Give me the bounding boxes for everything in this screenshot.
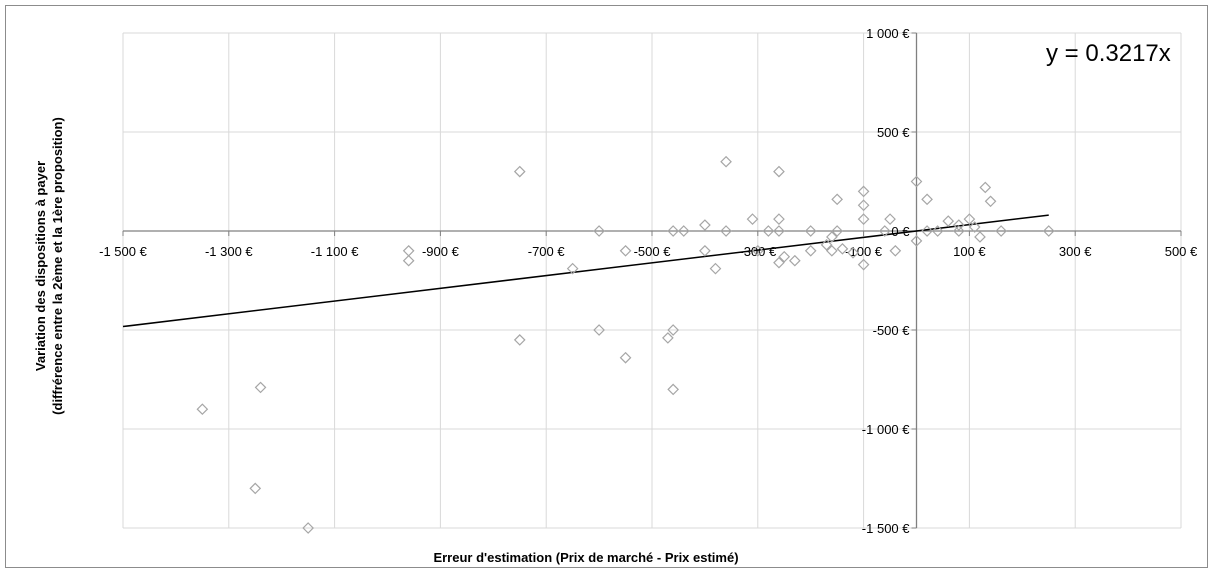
data-point xyxy=(1042,225,1055,237)
data-point xyxy=(963,213,976,225)
data-point xyxy=(773,225,785,237)
x-tick-labels: -1 500 € -1 300 € -1 100 € -900 € -700 € -500… xyxy=(99,244,1198,259)
x-tick-label: 500 € xyxy=(1165,244,1198,259)
y-tick-label: -1 500 € xyxy=(862,521,910,536)
data-point xyxy=(720,225,732,237)
data-point xyxy=(773,213,785,225)
data-point xyxy=(762,225,775,237)
x-tick-label: -100 € xyxy=(845,244,883,259)
x-tick-label: -300 € xyxy=(739,244,777,259)
data-point xyxy=(513,165,526,178)
data-point xyxy=(662,332,674,344)
data-point xyxy=(910,175,923,188)
data-point xyxy=(889,244,902,257)
data-point xyxy=(826,231,838,243)
data-point xyxy=(788,254,801,267)
data-point xyxy=(857,199,870,212)
y-tick-label: 500 € xyxy=(877,125,910,140)
data-point xyxy=(910,235,923,247)
data-point xyxy=(847,246,859,259)
data-point xyxy=(773,256,785,269)
data-point xyxy=(921,225,933,237)
data-point xyxy=(667,324,680,336)
data-point xyxy=(968,221,981,233)
data-point xyxy=(773,165,785,178)
data-point xyxy=(249,482,262,495)
x-tick-label: 300 € xyxy=(1059,244,1092,259)
y-axis-title-line-1: Variation des dispositions à payer xyxy=(33,161,48,371)
x-tick-label: -1 100 € xyxy=(311,244,359,259)
data-point xyxy=(720,155,732,168)
data-point xyxy=(402,254,415,267)
x-axis-title: Erreur d'estimation (Prix de marché - Pr… xyxy=(433,550,738,565)
x-tick-label: -1 500 € xyxy=(99,244,147,259)
data-point xyxy=(857,213,870,225)
data-point xyxy=(619,244,632,257)
data-point xyxy=(196,403,209,416)
data-point xyxy=(995,225,1007,237)
data-point xyxy=(831,193,843,206)
data-point xyxy=(857,258,870,271)
y-tick-labels: 1 000 € 500 € 0 € -500 € -1 000 € -1 500 € xyxy=(862,26,910,536)
data-point xyxy=(746,213,759,225)
data-point xyxy=(751,244,764,257)
y-tick-label: 0 € xyxy=(891,224,910,239)
x-tick-label: 100 € xyxy=(953,244,986,259)
data-point xyxy=(254,381,267,394)
x-tick-label: -1 300 € xyxy=(205,244,253,259)
data-point xyxy=(619,351,632,364)
data-point xyxy=(667,383,680,396)
data-points xyxy=(196,155,1055,534)
data-point xyxy=(884,213,896,225)
data-point xyxy=(931,225,944,237)
data-point xyxy=(513,334,526,346)
data-point xyxy=(778,250,791,263)
data-point xyxy=(709,262,722,275)
data-point xyxy=(952,219,965,231)
y-tick-label: -1 000 € xyxy=(862,422,910,437)
data-point xyxy=(593,324,605,336)
data-point xyxy=(984,195,997,208)
data-point xyxy=(804,225,817,237)
trendline xyxy=(122,214,1049,328)
x-tick-label: -700 € xyxy=(528,244,566,259)
data-point xyxy=(826,244,838,257)
data-point xyxy=(878,225,891,237)
data-point xyxy=(836,242,849,255)
data-point xyxy=(921,193,933,206)
y-tick-label: 1 000 € xyxy=(866,26,910,41)
data-point xyxy=(699,219,711,231)
gridlines xyxy=(122,32,1182,529)
data-point xyxy=(820,239,833,251)
data-point xyxy=(566,262,579,275)
data-point xyxy=(593,225,605,237)
y-tick-label: -500 € xyxy=(873,323,911,338)
chart-frame: -1 500 € -1 300 € -1 100 € -900 € -700 € -500… xyxy=(5,5,1208,568)
axes xyxy=(122,32,1182,529)
data-point xyxy=(677,225,690,237)
data-point xyxy=(942,215,955,227)
data-point xyxy=(699,244,711,257)
scatter-chart: -1 500 € -1 300 € -1 100 € -900 € -700 € -500… xyxy=(33,26,1198,565)
data-point xyxy=(857,185,870,198)
x-tick-label: -500 € xyxy=(634,244,672,259)
trendline-equation: y = 0.3217x xyxy=(1046,40,1171,67)
trendline-group xyxy=(122,214,1049,328)
data-point xyxy=(402,244,415,257)
data-point xyxy=(302,522,314,534)
data-point xyxy=(974,231,986,243)
data-point xyxy=(831,225,843,237)
data-point xyxy=(667,225,680,237)
y-axis-title-line-2: (diffrérence entre la 2ème et la 1ère pr… xyxy=(50,117,65,415)
x-tick-label: -900 € xyxy=(422,244,460,259)
data-point xyxy=(804,244,817,257)
data-point xyxy=(979,181,992,194)
data-point xyxy=(952,225,965,237)
